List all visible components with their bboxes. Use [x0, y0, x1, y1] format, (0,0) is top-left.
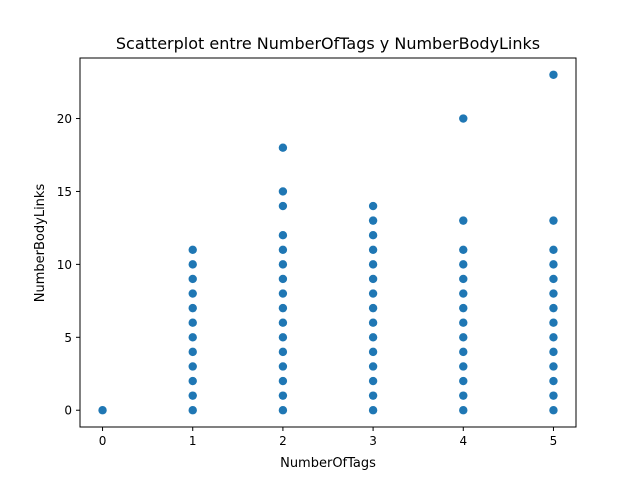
data-point — [549, 318, 558, 327]
data-point — [98, 406, 107, 415]
data-point — [368, 303, 378, 313]
data-point — [549, 376, 558, 386]
data-point — [188, 303, 197, 313]
data-point — [368, 406, 378, 415]
data-point — [188, 274, 197, 284]
data-point — [278, 318, 288, 327]
data-point — [549, 406, 558, 415]
data-point — [188, 376, 197, 386]
data-point — [278, 303, 288, 313]
data-point — [188, 260, 197, 269]
x-tick-label: 5 — [550, 434, 558, 448]
data-point — [188, 347, 197, 357]
data-point — [368, 274, 378, 284]
data-point — [278, 187, 288, 196]
data-point — [549, 260, 558, 269]
y-tick-label: 0 — [64, 404, 72, 418]
data-point — [549, 347, 558, 357]
data-point — [459, 318, 468, 327]
data-point — [188, 406, 197, 415]
data-point — [549, 362, 558, 371]
data-point — [459, 362, 468, 371]
data-point — [278, 245, 288, 254]
y-tick-label: 10 — [57, 258, 72, 272]
data-point — [549, 333, 558, 342]
data-point — [278, 143, 288, 152]
data-point — [549, 216, 558, 225]
data-point — [278, 231, 288, 240]
data-point — [459, 347, 468, 357]
data-point — [459, 391, 468, 400]
data-point — [188, 333, 197, 342]
data-point — [188, 289, 197, 298]
data-point — [278, 376, 288, 386]
data-point — [368, 347, 378, 357]
data-point — [368, 245, 378, 254]
data-point — [368, 376, 378, 386]
data-point — [368, 260, 378, 269]
y-axis-label: NumberBodyLinks — [33, 184, 48, 303]
data-point — [188, 391, 197, 400]
data-point — [368, 391, 378, 400]
data-point — [278, 201, 288, 211]
data-point — [459, 260, 468, 269]
data-point — [368, 216, 378, 225]
data-point — [188, 318, 197, 327]
data-point — [459, 274, 468, 284]
chart-title: Scatterplot entre NumberOfTags y NumberB… — [116, 34, 540, 53]
data-point — [549, 70, 558, 79]
plot-frame — [79, 57, 577, 428]
data-point — [459, 245, 468, 254]
x-tick-label: 3 — [369, 434, 377, 448]
data-point — [549, 303, 558, 313]
data-point — [278, 274, 288, 284]
y-tick-label: 20 — [57, 112, 72, 126]
data-point — [549, 274, 558, 284]
data-point — [459, 216, 468, 225]
data-point — [459, 333, 468, 342]
data-point — [368, 362, 378, 371]
data-point — [368, 289, 378, 298]
data-point — [368, 318, 378, 327]
data-point — [549, 391, 558, 400]
data-point — [188, 245, 197, 254]
data-point — [459, 114, 468, 123]
data-point — [188, 362, 197, 371]
data-point — [459, 303, 468, 313]
data-point — [278, 362, 288, 371]
data-point — [459, 406, 468, 415]
data-point — [368, 201, 378, 211]
points-layer — [98, 70, 558, 415]
x-axis-label: NumberOfTags — [280, 456, 376, 471]
data-point — [368, 333, 378, 342]
data-point — [459, 289, 468, 298]
x-tick-label: 4 — [459, 434, 467, 448]
data-point — [368, 231, 378, 240]
x-tick-label: 2 — [279, 434, 287, 448]
data-point — [278, 333, 288, 342]
ticks-layer: 0 1 2 3 4 5 0 5 10 15 20 — [57, 112, 558, 448]
data-point — [278, 260, 288, 269]
x-tick-label: 0 — [99, 434, 107, 448]
data-point — [549, 289, 558, 298]
data-point — [278, 347, 288, 357]
data-point — [549, 245, 558, 254]
data-point — [278, 289, 288, 298]
data-point — [278, 391, 288, 400]
data-point — [278, 406, 288, 415]
y-tick-label: 15 — [57, 185, 72, 199]
data-point — [459, 376, 468, 386]
x-tick-label: 1 — [189, 434, 197, 448]
y-tick-label: 5 — [64, 331, 72, 345]
